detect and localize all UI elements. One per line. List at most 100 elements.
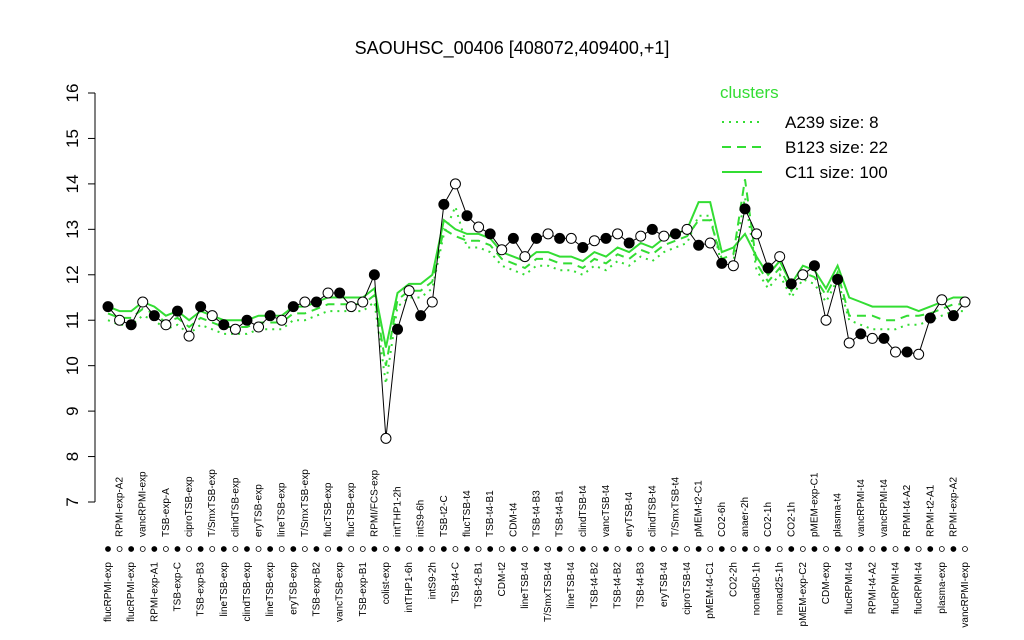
sample-dot (660, 546, 667, 552)
x-tick-label: RPMI/FCS-exp (369, 469, 380, 537)
x-tick-label: pMEM-exp-C2 (798, 562, 809, 627)
sample-dot (776, 546, 783, 552)
sample-dot (475, 546, 482, 552)
sample-dot (568, 546, 575, 552)
expression-point (704, 237, 716, 249)
expression-point (855, 328, 867, 340)
legend-label: C11 size: 100 (785, 163, 888, 182)
x-tick-label: eryTSB-exp (288, 562, 299, 615)
sample-dot (695, 546, 702, 552)
expression-point (125, 319, 137, 331)
x-tick-label: vancRPMI-exp (960, 562, 971, 628)
x-tick-label: pMEM-t2-C1 (694, 480, 705, 537)
sample-dot (603, 546, 609, 552)
sample-dot (255, 546, 262, 552)
expression-point (114, 314, 126, 326)
expression-point (264, 310, 276, 322)
expression-point (195, 301, 207, 313)
x-tick-label: lineTSB-exp (265, 562, 276, 617)
x-tick-label: nonad25-1h (775, 562, 786, 615)
cluster-line (107, 197, 965, 384)
sample-dot (591, 546, 598, 552)
x-tick-label: TSB-exp-A (161, 488, 172, 537)
expression-point (554, 232, 566, 244)
expression-point (785, 278, 797, 290)
x-tick-label: eryTSB-t4 (624, 492, 635, 537)
expression-point (913, 348, 925, 360)
y-tick-label: 7 (63, 497, 82, 506)
x-tick-label: T/SmxTSB-exp (207, 469, 218, 537)
sample-dot (232, 546, 239, 552)
x-tick-label: flucRPMI-exp (103, 562, 114, 622)
sample-dot (799, 546, 806, 552)
x-tick-label: TSB-t4-B2 (589, 562, 600, 609)
expression-point (438, 198, 450, 210)
expression-point (299, 296, 311, 308)
expression-point (229, 323, 241, 335)
y-tick-label: 14 (63, 174, 82, 193)
sample-dot (533, 546, 540, 552)
expression-point (727, 260, 739, 272)
sample-dot (545, 546, 551, 552)
x-tick-label: flucRPMI-t4 (844, 562, 855, 615)
sample-dot (487, 546, 494, 552)
sample-dot (197, 546, 204, 552)
sample-dot (209, 546, 216, 552)
sample-dot (892, 546, 899, 552)
expression-point (531, 232, 542, 244)
sample-dot (614, 546, 621, 552)
sample-dot (290, 546, 297, 552)
x-tick-label: TSB-t4-C (450, 562, 461, 604)
expression-point (959, 296, 971, 308)
legend-label: A239 size: 8 (785, 113, 879, 132)
sample-dot (464, 546, 470, 552)
sample-dot (881, 546, 887, 552)
sample-dot (904, 546, 910, 552)
sample-dot (244, 546, 250, 552)
sample-dot (742, 546, 748, 552)
y-tick-label: 13 (63, 220, 82, 239)
x-tick-label: clindTSB-t4 (647, 485, 658, 537)
sample-dot (950, 546, 957, 552)
expression-point (623, 237, 635, 249)
x-tick-label: intS9-2h (427, 562, 438, 599)
expression-line (107, 182, 966, 439)
expression-point (739, 203, 751, 215)
expression-point (253, 321, 265, 333)
x-tick-label: vancRPMI-t4 (856, 479, 867, 537)
sample-dot (105, 546, 111, 552)
expression-point (415, 310, 427, 322)
x-tick-label: RPMI-t4-A2 (867, 562, 878, 615)
expression-point (276, 314, 288, 326)
expression-point (924, 312, 936, 324)
x-tick-label: lineTSB-exp (277, 482, 288, 537)
expression-point (102, 301, 114, 313)
expression-point (206, 310, 218, 322)
x-tick-label: T/SmxTSB-t4 (670, 477, 681, 537)
x-tick-label: CDM-t4 (508, 502, 519, 537)
sample-dot (429, 546, 436, 552)
expression-point (241, 314, 253, 326)
sample-dot (915, 546, 922, 552)
x-tick-label: TSB-t2-B1 (474, 562, 485, 609)
x-tick-label: lineTSB-t4 (520, 562, 531, 609)
sample-dot (522, 546, 528, 552)
expression-point (183, 330, 195, 342)
sample-dot (626, 546, 633, 552)
sample-dot (186, 546, 192, 552)
chart-title: SAOUHSC_00406 [408072,409400,+1] (355, 38, 670, 59)
x-tick-label: CDM-exp (821, 562, 832, 605)
x-tick-label: vancTSB-t4 (601, 484, 612, 537)
sample-dot (301, 546, 308, 552)
sample-dot (371, 546, 378, 552)
x-tick-label: RPMI-t4-A2 (902, 484, 913, 537)
expression-point (380, 432, 392, 444)
sample-dot (579, 546, 586, 552)
x-tick-label: vancRPMI-t4 (879, 479, 890, 537)
sample-dot (823, 546, 829, 552)
expression-point (762, 262, 774, 274)
sample-dot (834, 546, 841, 552)
sample-dot (637, 546, 644, 552)
sample-dot (788, 546, 795, 552)
sample-dot (452, 546, 459, 552)
